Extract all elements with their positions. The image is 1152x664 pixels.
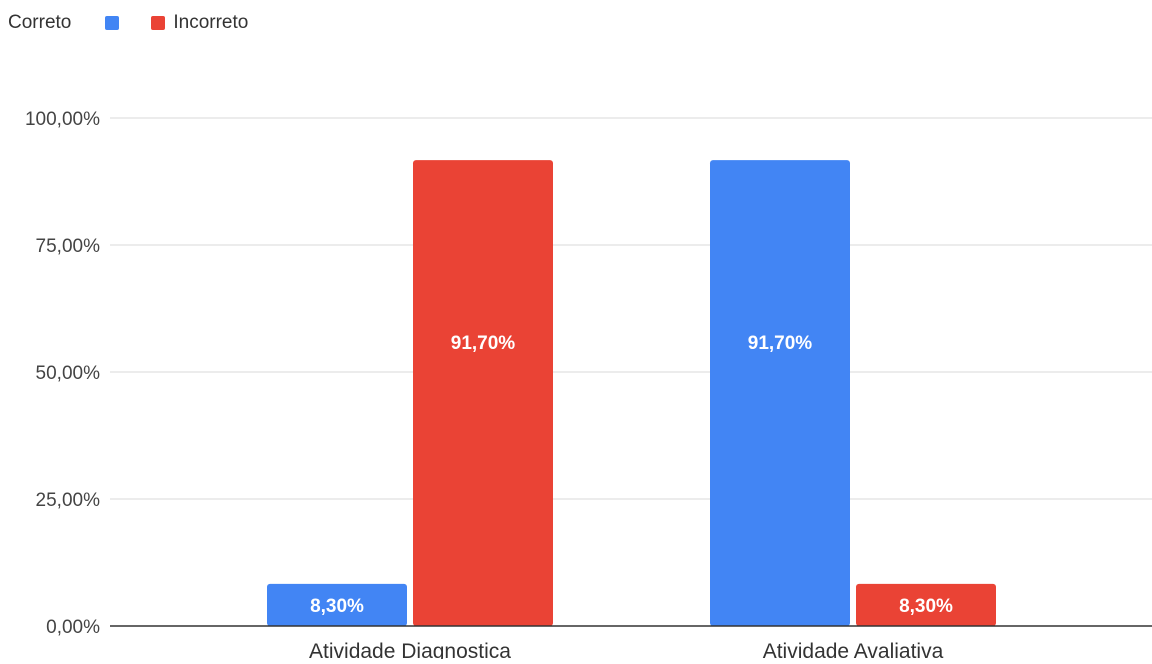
legend-label-correto: Correto <box>8 12 72 33</box>
legend-item-incorreto: Incorreto <box>151 10 248 36</box>
y-tick-label: 100,00% <box>25 109 100 130</box>
y-tick-label: 50,00% <box>36 363 101 384</box>
bar-incorreto-2 <box>856 583 996 626</box>
data-label: 8,30% <box>310 596 364 617</box>
bar-correto-1 <box>267 583 407 626</box>
legend-label-incorreto: Incorreto <box>173 12 249 33</box>
bar-incorreto-1 <box>413 160 553 626</box>
x-tick-label: Atividade Diagnostica <box>309 640 511 659</box>
data-label: 91,70% <box>451 333 516 354</box>
legend: Correto Incorreto <box>8 10 248 36</box>
y-tick-label: 0,00% <box>46 617 100 638</box>
legend-item-correto: Correto <box>8 10 120 36</box>
legend-swatch-incorreto <box>151 16 166 30</box>
y-tick-label: 75,00% <box>36 236 101 257</box>
bar-correto-2 <box>710 160 850 626</box>
legend-swatch-correto <box>105 16 120 30</box>
data-label: 91,70% <box>748 333 813 354</box>
data-label: 8,30% <box>899 596 953 617</box>
x-tick-label: Atividade Avaliativa <box>763 640 944 659</box>
y-tick-label: 25,00% <box>36 490 101 511</box>
